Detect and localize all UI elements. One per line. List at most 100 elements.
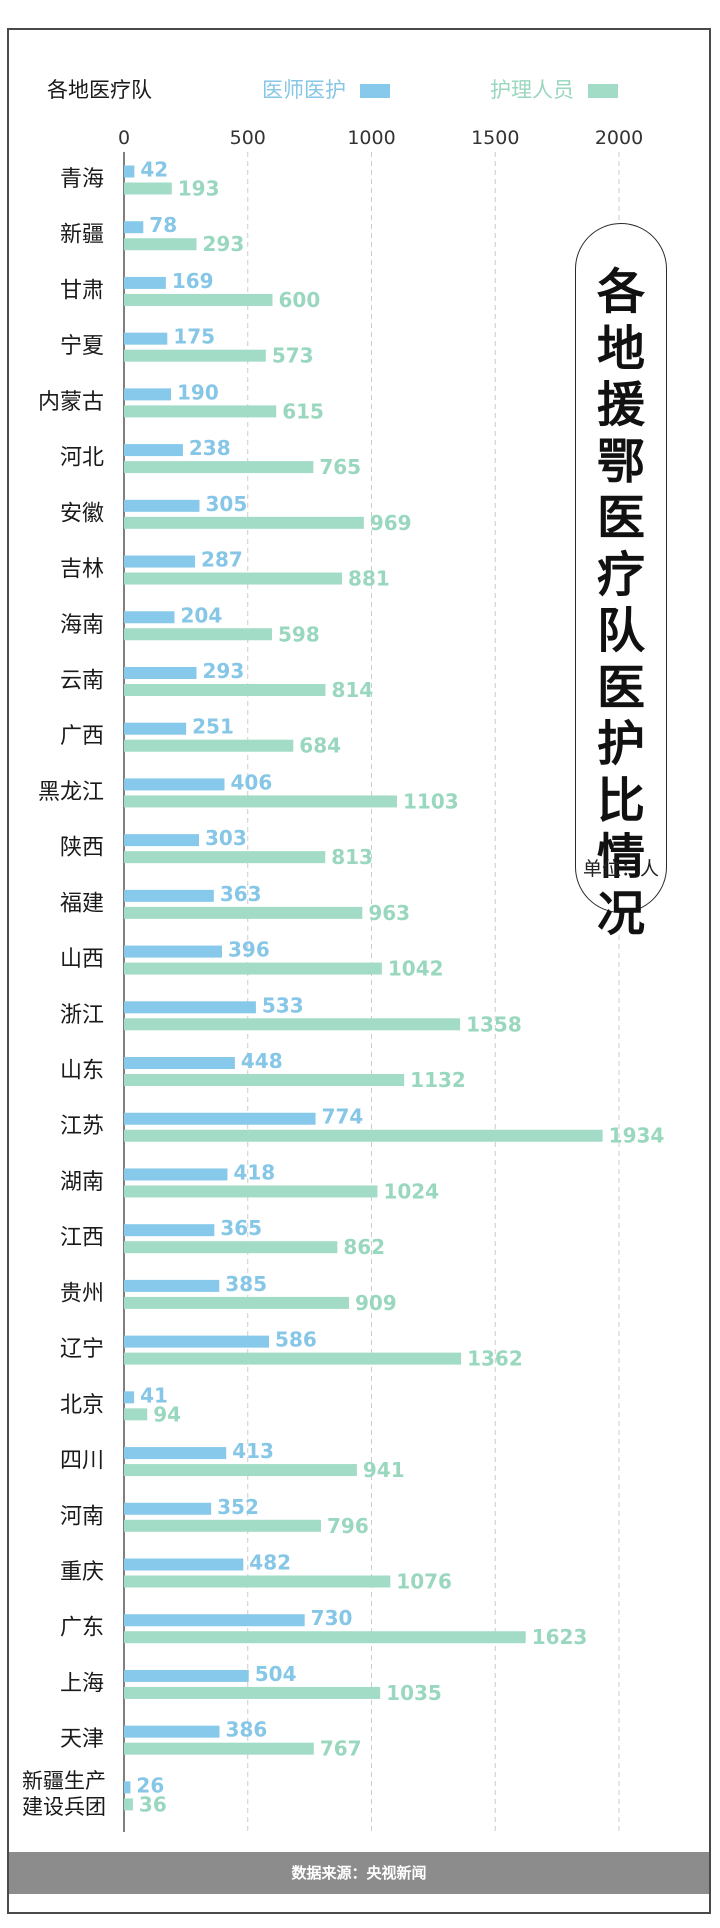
doctor-value-label: 305 bbox=[205, 492, 247, 516]
category-label: 上海 bbox=[60, 1671, 104, 1696]
category-label: 陕西 bbox=[60, 836, 104, 861]
doctor-value-label: 204 bbox=[180, 603, 222, 627]
nurse-bar bbox=[124, 962, 382, 975]
doctor-value-label: 251 bbox=[192, 715, 234, 739]
nurse-bar bbox=[124, 293, 273, 306]
category-label: 江西 bbox=[60, 1226, 104, 1251]
nurse-bar bbox=[124, 1018, 461, 1031]
doctor-value-label: 504 bbox=[255, 1662, 297, 1686]
category-label: 贵州 bbox=[60, 1281, 104, 1306]
doctor-bar bbox=[124, 1614, 305, 1627]
nurse-value-label: 293 bbox=[203, 232, 245, 256]
nurse-value-label: 881 bbox=[348, 567, 390, 591]
legend-doctor: 医师医护 bbox=[262, 78, 390, 102]
nurse-bar bbox=[124, 1575, 391, 1588]
category-label: 广东 bbox=[60, 1616, 104, 1641]
category-label: 江苏 bbox=[60, 1114, 104, 1139]
category-label: 福建 bbox=[60, 891, 104, 916]
doctor-bar bbox=[124, 1057, 235, 1070]
doctor-bar bbox=[124, 276, 166, 289]
nurse-value-label: 193 bbox=[178, 177, 220, 201]
nurse-bar bbox=[124, 1241, 338, 1254]
nurse-bar bbox=[124, 1631, 526, 1644]
category-label: 天津 bbox=[60, 1727, 104, 1752]
doctor-value-label: 386 bbox=[226, 1718, 268, 1742]
doctor-value-label: 42 bbox=[140, 158, 168, 182]
doctor-value-label: 78 bbox=[149, 213, 177, 237]
nurse-value-label: 598 bbox=[278, 622, 320, 646]
doctor-bar bbox=[124, 444, 183, 457]
x-tick-label-1500: 1500 bbox=[471, 127, 519, 149]
category-label: 甘肃 bbox=[60, 278, 104, 303]
unit-label: 单位：人 bbox=[582, 858, 659, 880]
nurse-value-label: 1358 bbox=[466, 1012, 522, 1036]
nurse-bar bbox=[124, 739, 294, 752]
category-label: 山西 bbox=[60, 947, 104, 972]
category-label: 安徽 bbox=[60, 501, 104, 526]
doctor-value-label: 190 bbox=[177, 380, 219, 404]
doctor-bar bbox=[124, 499, 200, 512]
doctor-value-label: 533 bbox=[262, 993, 304, 1017]
nurse-value-label: 1076 bbox=[396, 1570, 452, 1594]
category-label: 山东 bbox=[60, 1059, 104, 1084]
category-label: 吉林 bbox=[60, 557, 104, 582]
nurse-bar bbox=[124, 349, 266, 362]
nurse-bar bbox=[124, 1352, 462, 1365]
nurse-value-label: 1035 bbox=[386, 1681, 442, 1705]
nurse-bar bbox=[124, 572, 343, 585]
doctor-value-label: 448 bbox=[241, 1049, 283, 1073]
category-label: 浙江 bbox=[60, 1003, 104, 1028]
nurse-value-label: 814 bbox=[331, 678, 373, 702]
nurse-bar bbox=[124, 461, 314, 474]
category-label: 建设兵团 bbox=[22, 1795, 106, 1819]
nurse-bar bbox=[124, 1742, 314, 1755]
category-label: 海南 bbox=[60, 613, 104, 638]
category-label: 湖南 bbox=[60, 1170, 104, 1195]
doctor-value-label: 418 bbox=[233, 1160, 275, 1184]
nurse-value-label: 94 bbox=[153, 1402, 181, 1426]
category-label: 重庆 bbox=[60, 1560, 104, 1585]
nurse-bar bbox=[124, 1519, 322, 1532]
nurse-bar bbox=[124, 1074, 405, 1087]
doctor-bar bbox=[124, 722, 187, 735]
nurse-value-label: 813 bbox=[331, 845, 373, 869]
category-label: 辽宁 bbox=[60, 1337, 104, 1362]
nurse-bar bbox=[124, 906, 363, 919]
doctor-bar bbox=[124, 778, 225, 791]
nurse-value-label: 767 bbox=[320, 1737, 362, 1761]
nurse-bar bbox=[124, 182, 172, 195]
nurse-value-label: 1132 bbox=[410, 1068, 466, 1092]
doctor-bar bbox=[124, 945, 223, 958]
doctor-bar bbox=[124, 1001, 256, 1014]
nurse-bar bbox=[124, 516, 364, 529]
doctor-value-label: 293 bbox=[203, 659, 245, 683]
category-label: 新疆生产 bbox=[22, 1769, 106, 1793]
x-tick-label-500: 500 bbox=[230, 127, 266, 149]
doctor-value-label: 303 bbox=[205, 826, 247, 850]
doctor-value-label: 41 bbox=[140, 1383, 168, 1407]
category-label: 四川 bbox=[60, 1449, 104, 1474]
doctor-value-label: 365 bbox=[220, 1216, 262, 1240]
nurse-bar bbox=[124, 683, 326, 696]
doctor-value-label: 352 bbox=[217, 1495, 259, 1519]
doctor-bar bbox=[124, 1112, 316, 1125]
category-label: 河南 bbox=[60, 1504, 104, 1529]
nurse-bar bbox=[124, 1686, 381, 1699]
doctor-bar bbox=[124, 1669, 249, 1682]
category-label: 宁夏 bbox=[60, 334, 104, 359]
legend-nurse: 护理人员 bbox=[490, 78, 618, 102]
nurse-value-label: 941 bbox=[363, 1458, 405, 1482]
doctor-bar bbox=[124, 1447, 227, 1460]
nurse-value-label: 1623 bbox=[532, 1625, 588, 1649]
doctor-bar bbox=[124, 666, 197, 679]
category-label: 广西 bbox=[60, 724, 104, 749]
nurse-bar bbox=[124, 238, 197, 251]
chart-title: 各地援鄂医疗队医护比情况 bbox=[596, 264, 645, 942]
doctor-bar bbox=[124, 1391, 135, 1404]
nurse-value-label: 615 bbox=[282, 399, 324, 423]
nurse-bar bbox=[124, 851, 326, 864]
nurse-value-label: 862 bbox=[343, 1235, 385, 1259]
category-label: 黑龙江 bbox=[38, 780, 104, 805]
